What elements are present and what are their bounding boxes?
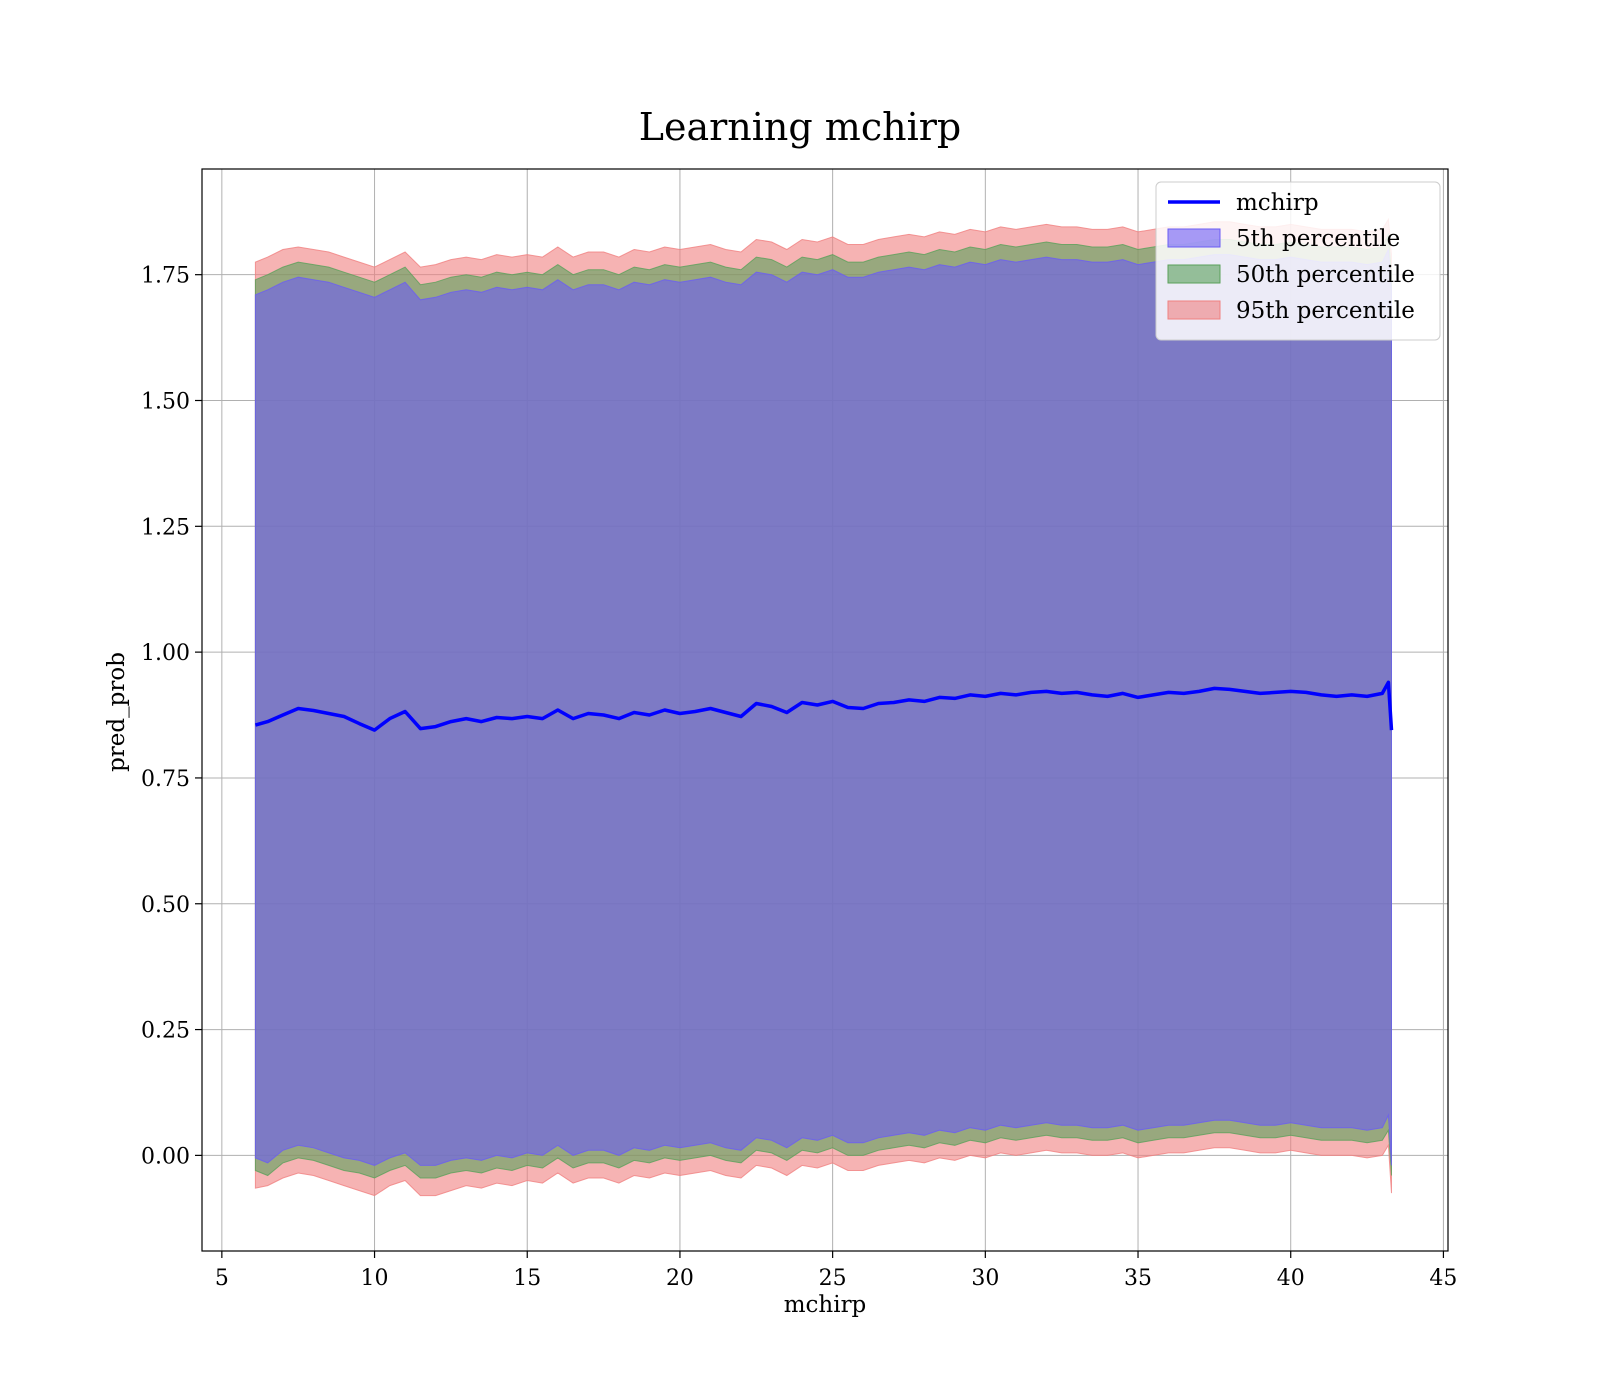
x-tick-label: 35	[1124, 1266, 1152, 1291]
x-axis-label: mchirp	[784, 1292, 867, 1318]
x-tick-label: 10	[361, 1266, 389, 1291]
legend-patch-swatch	[1167, 228, 1221, 248]
x-tick-label: 15	[513, 1266, 541, 1291]
x-axis-ticks: 5 10 15 20 25 30 35 40 45	[215, 1251, 1457, 1291]
y-tick-label: 1.50	[141, 389, 190, 414]
y-tick-label: 0.75	[141, 767, 190, 792]
x-tick-label: 45	[1429, 1266, 1457, 1291]
y-tick-label: 1.00	[141, 641, 190, 666]
y-tick-label: 0.50	[141, 893, 190, 918]
series-line-mchirp	[254, 680, 1394, 732]
x-tick-label: 5	[215, 1266, 229, 1291]
percentile-bands	[254, 217, 1392, 1197]
legend-label: 5th percentile	[1236, 226, 1400, 252]
chart-title: Learning mchirp	[639, 105, 961, 149]
y-axis-ticks: 0.00 0.25 0.50 0.75 1.00 1.25 1.50 1.75	[141, 264, 202, 1169]
x-tick-label: 20	[666, 1266, 694, 1291]
legend-box	[1155, 181, 1441, 341]
y-tick-label: 0.25	[141, 1019, 190, 1044]
band-5th-percentile	[254, 247, 1392, 1166]
y-axis-label: pred_prob	[104, 652, 130, 772]
y-tick-label: 1.25	[141, 515, 190, 540]
x-tick-label: 40	[1277, 1266, 1305, 1291]
legend-patch-swatch	[1167, 264, 1221, 284]
legend-label: 95th percentile	[1236, 298, 1415, 324]
legend-label: 50th percentile	[1236, 262, 1415, 288]
y-tick-label: 1.75	[141, 264, 190, 289]
x-tick-label: 30	[971, 1266, 999, 1291]
plot-frame	[201, 168, 1449, 1252]
legend-label: mchirp	[1236, 190, 1319, 216]
y-tick-label: 0.00	[141, 1144, 190, 1169]
x-tick-label: 25	[819, 1266, 847, 1291]
legend: mchirp 5th percentile 50th percentile 95th …	[1155, 181, 1441, 341]
mchirp-line-layer	[254, 680, 1394, 732]
legend-patch-swatch	[1167, 300, 1221, 320]
